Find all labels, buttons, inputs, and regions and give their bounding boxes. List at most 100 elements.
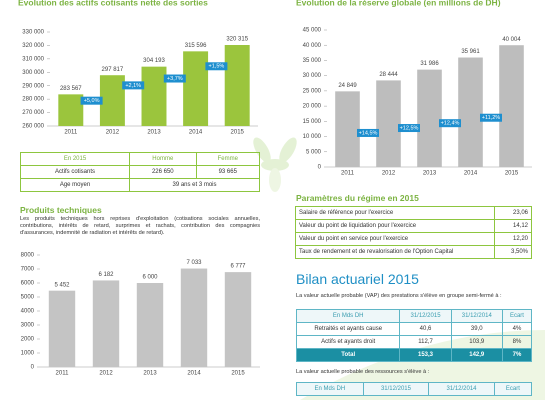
x-tick-label: 2013 [143,371,157,377]
y-tick-label: 280 000 [22,97,44,103]
bar [92,280,120,367]
data-label: 304 193 [143,58,165,64]
x-tick-label: 2014 [187,371,201,377]
bar [48,290,76,367]
table-cell: 31/12/2014 [428,382,495,396]
data-label: 40 004 [502,37,521,43]
y-tick-label: 290 000 [22,83,44,89]
bar [224,272,252,367]
table-cell: En Mds DH [295,309,401,323]
y-tick-label: 0 [31,365,35,371]
table-row: Valeur du point de liquidation pour l'ex… [295,219,532,233]
table-cell: 31/12/2015 [399,309,452,323]
annotation: +14,5% [359,130,378,136]
y-tick-label: 260 000 [22,124,44,130]
x-tick-label: 2013 [147,130,161,136]
table-row: Actifs cotisants 226 650 93 665 [19,165,261,179]
data-label: 315 596 [185,43,207,49]
y-tick-label: 45 000 [303,28,322,34]
x-tick-label: 2015 [231,130,245,136]
data-label: 6 182 [98,272,114,278]
table-row: Age moyen 39 ans et 3 mois [19,178,260,192]
table: En Mds DH 31/12/2015 31/12/2014 Ecart [296,382,533,396]
annotation: +2,1% [125,83,141,89]
table-cell: 103,9 [450,335,503,349]
y-tick-label: 300 000 [22,70,44,76]
y-tick-label: 3000 [21,323,35,329]
y-tick-label: 35 000 [303,58,322,64]
x-tick-label: 2015 [505,171,519,177]
table-row: Retraités et ayants cause 40,6 39,0 4% [295,322,533,336]
annotation: +1,5% [209,64,225,70]
table-body: En 2015 Homme Femme Actifs cotisants 226 650… [19,152,261,192]
y-tick-label: 25 000 [303,88,322,94]
bar [180,268,208,367]
x-tick-label: 2015 [231,371,245,377]
y-tick-label: 40 000 [303,43,322,49]
y-tick-label: 7000 [21,267,35,273]
table-cell: 226 650 [129,165,197,179]
table-row: En 2015 Homme Femme [19,152,261,166]
x-tick-label: 2011 [56,371,70,377]
y-tick-label: 4000 [21,309,35,315]
bar [376,80,401,167]
table-cell: Age moyen [19,178,131,192]
table-row: Actifs et ayants droit 112,7 103,9 8% [295,335,533,349]
table-cell: En 2015 [19,152,131,166]
data-label: 320 315 [226,37,248,43]
table-cell: Homme [129,152,197,166]
x-tick-label: 2013 [423,171,437,177]
table: En Mds DH 31/12/2015 31/12/2014 Ecart Retrai… [295,309,533,362]
table-cell: 142,9 [450,348,503,362]
y-tick-label: 15 000 [303,119,322,125]
annotation-box [357,128,379,137]
bar [458,57,483,167]
y-tick-label: 330 000 [22,30,44,36]
x-tick-label: 2012 [99,371,113,377]
bar [417,69,442,167]
table-cell: 39 ans et 3 mois [129,178,260,192]
table-body: Salaire de référence pour l'exercice 23,0… [295,206,532,259]
table-cell: Retraités et ayants cause [295,322,401,336]
table-cell: Valeur du point de liquidation pour l'ex… [295,219,495,233]
table-row: En Mds DH 31/12/2015 31/12/2014 Ecart [295,309,533,323]
table: Salaire de référence pour l'exercice 23,0… [295,206,532,259]
table-cell: 23,06 [494,206,532,220]
table-cell: Salaire de référence pour l'exercice [295,206,495,220]
data-label: 6 777 [230,264,246,270]
table-cell: En Mds DH [296,382,364,396]
table-row: Taux de rendement et de revalorisation d… [295,245,532,259]
annotation-box [205,62,228,71]
data-label: 7 033 [186,260,202,266]
bar [335,91,360,167]
table-body: En Mds DH 31/12/2015 31/12/2014 Ecart Retrai… [295,309,533,362]
y-tick-label: 1000 [21,351,35,357]
table-cell: Total [295,348,401,362]
data-label: 5 452 [54,282,70,288]
table-cell: 93 665 [195,165,261,179]
table-cell: 3,50% [494,245,532,259]
table-row: Total 153,3 142,9 7% [295,348,533,362]
table-cell: 112,7 [399,335,452,349]
data-label: 283 567 [60,86,82,92]
annotation: +5,0% [84,98,100,104]
annotation: +3,7% [167,76,183,82]
annotation: +12,4% [441,121,460,127]
table-cell: 39,0 [450,322,503,336]
table-cell: 31/12/2014 [450,309,503,323]
annotation-box [80,96,103,105]
data-label: 31 986 [420,61,439,67]
table-cell: 8% [501,335,533,349]
chart-title: Évolution de la réserve globale (en mill… [296,0,501,7]
x-tick-label: 2012 [106,130,120,136]
annotation-box [398,124,420,133]
y-tick-label: 270 000 [22,110,44,116]
table-cell: 14,12 [494,219,532,233]
bar [99,75,125,126]
paragraph: La valeur actuelle probable (VAP) des pr… [296,293,502,299]
table-cell: 7% [501,348,533,362]
x-tick-label: 2014 [464,171,478,177]
table-cell: Valeur du point en service pour l'exerci… [295,232,495,246]
data-label: 297 817 [102,67,124,73]
bar [141,66,167,126]
